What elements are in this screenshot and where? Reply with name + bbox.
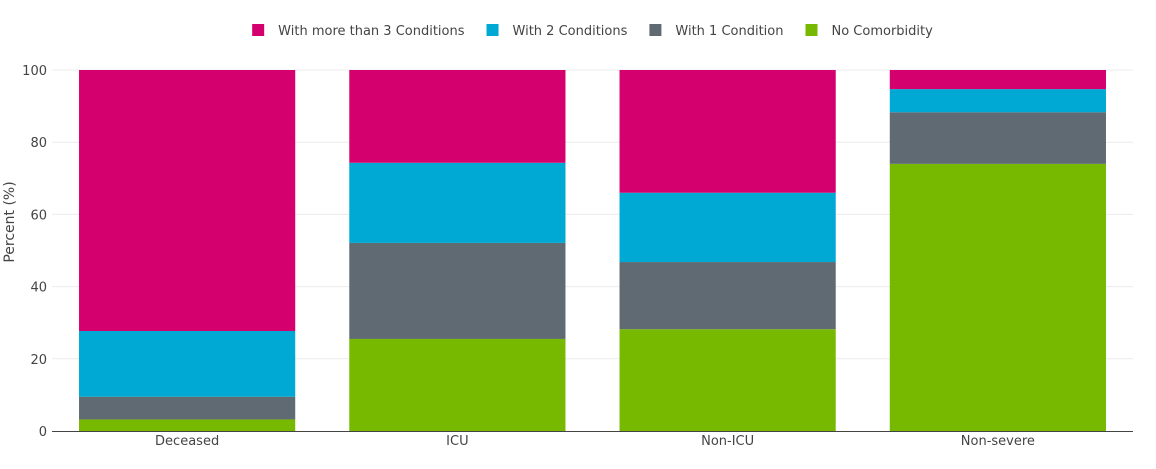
bar-segment[interactable]: [349, 242, 566, 339]
y-tick-label: 20: [30, 353, 47, 368]
bar-segment[interactable]: [889, 112, 1106, 164]
bars-layer: [79, 70, 1106, 432]
y-axis-label: Percent (%): [2, 181, 18, 262]
bar-segment[interactable]: [889, 89, 1106, 113]
bar-segment[interactable]: [619, 329, 836, 431]
legend-label: With 2 Conditions: [513, 24, 628, 39]
bar-segment[interactable]: [619, 70, 836, 193]
bar-segment[interactable]: [79, 70, 296, 332]
bar-segment[interactable]: [349, 70, 566, 163]
legend-swatch: [805, 24, 818, 36]
legend-swatch: [252, 24, 265, 36]
legend-label: No Comorbidity: [831, 24, 933, 39]
y-tick-label: 100: [22, 64, 47, 79]
axes-layer: 0 20 40 60 80 100 Deceased ICU Non-ICU Non-severe: [22, 64, 1133, 449]
bar-segment[interactable]: [79, 419, 296, 431]
x-tick-label: Deceased: [155, 434, 219, 449]
bar-segment[interactable]: [349, 162, 566, 243]
x-tick-label: Non-severe: [961, 434, 1035, 449]
y-tick-label: 80: [30, 136, 47, 151]
legend-label: With 1 Condition: [675, 24, 783, 39]
legend-swatch: [486, 24, 499, 36]
bar-segment[interactable]: [79, 331, 296, 397]
legend: With more than 3 Conditions With 2 Condit…: [252, 24, 933, 39]
bar-segment[interactable]: [889, 163, 1106, 432]
bar-segment[interactable]: [619, 192, 836, 263]
x-tick-label: Non-ICU: [701, 434, 754, 449]
legend-item[interactable]: No Comorbidity: [805, 24, 933, 39]
bar-segment[interactable]: [619, 262, 836, 330]
y-tick-label: 0: [39, 425, 47, 440]
legend-item[interactable]: With 1 Condition: [649, 24, 783, 39]
y-tick-label: 60: [30, 208, 47, 223]
bar-segment[interactable]: [79, 396, 296, 420]
bar-segment[interactable]: [889, 70, 1106, 90]
legend-item[interactable]: With 2 Conditions: [486, 24, 628, 39]
y-tick-label: 40: [30, 281, 47, 296]
legend-label: With more than 3 Conditions: [278, 24, 465, 39]
legend-swatch: [649, 24, 662, 36]
x-tick-label: ICU: [446, 434, 468, 449]
bar-segment[interactable]: [349, 338, 566, 431]
legend-item[interactable]: With more than 3 Conditions: [252, 24, 465, 39]
